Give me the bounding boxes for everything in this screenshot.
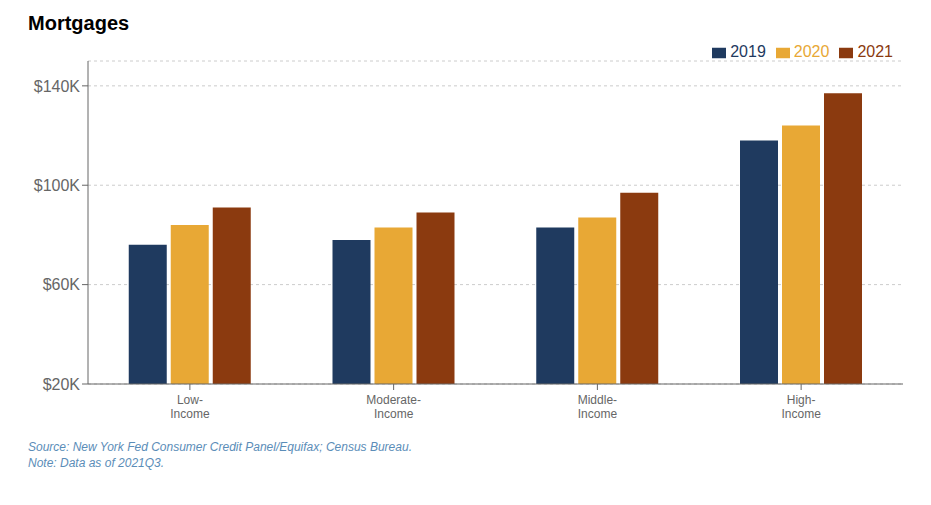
html-text:2021: 2021 <box>857 43 893 60</box>
svg-text:$60K: $60K <box>43 276 81 293</box>
html-text:Source: New York Fed Consumer: Source: New York Fed Consumer Credit Pan… <box>28 440 412 454</box>
svg-text:$140K: $140K <box>34 78 81 95</box>
svg-text:$100K: $100K <box>34 177 81 194</box>
svg-text:Low-Income: Low-Income <box>170 393 210 421</box>
html-text:Mortgages: Mortgages <box>28 12 130 34</box>
svg-text:Moderate-Income: Moderate-Income <box>366 393 421 421</box>
svg-text:Middle-Income: Middle-Income <box>578 393 618 421</box>
html-text:Note: Data as of 2021Q3.: Note: Data as of 2021Q3. <box>28 456 165 470</box>
svg-text:High-Income: High-Income <box>781 393 821 421</box>
html-text:2020: 2020 <box>793 43 830 60</box>
svg-text:$20K: $20K <box>43 376 81 393</box>
html-text:2019: 2019 <box>730 43 766 60</box>
